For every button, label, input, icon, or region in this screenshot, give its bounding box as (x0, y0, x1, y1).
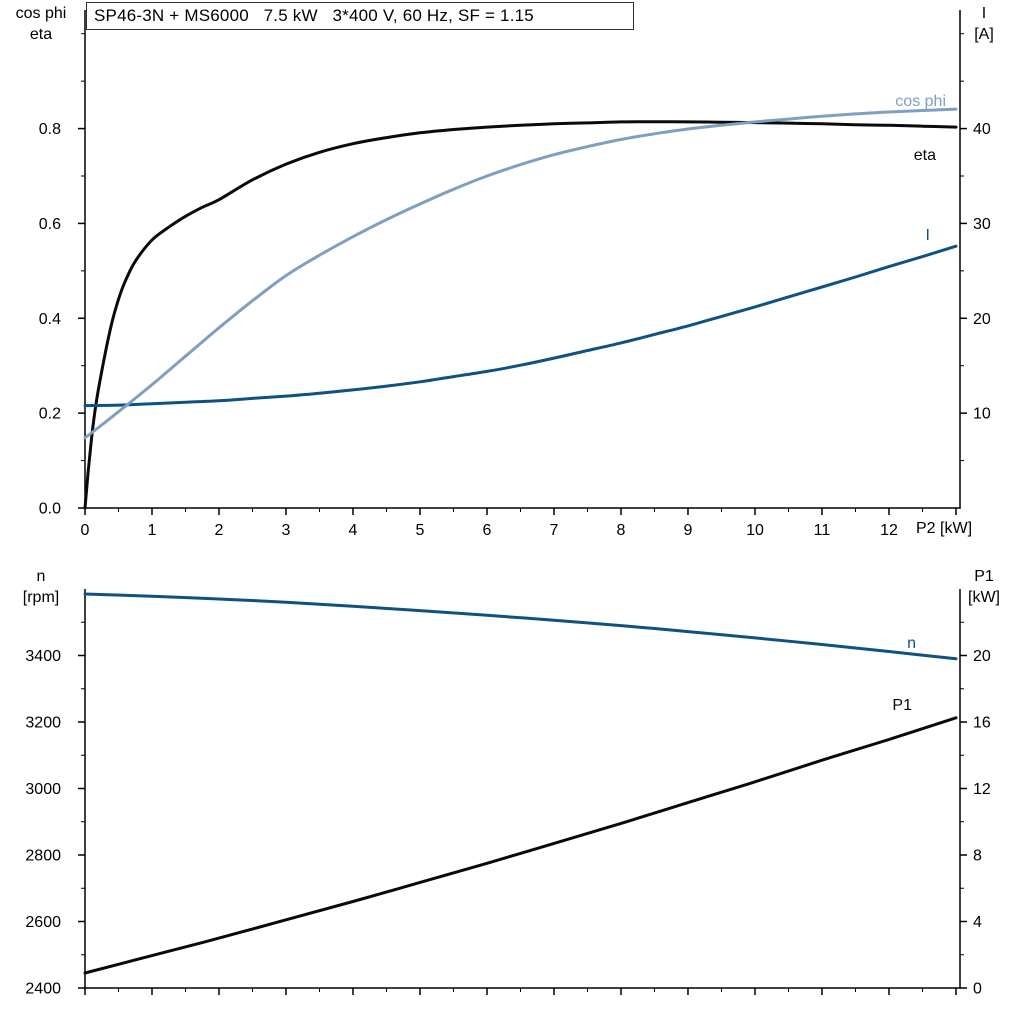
top-right-axis-title-line1: I (981, 5, 987, 22)
left-tick-label: 3200 (25, 715, 61, 732)
bottom-left-axis-title: n [rpm] (0, 566, 82, 608)
right-tick-label: 8 (973, 848, 982, 865)
series-speed-curve (83, 592, 958, 661)
series-p1-curve (83, 716, 958, 975)
bottom-left-axis-title-line1: n (36, 568, 46, 585)
right-tick-label: 20 (973, 648, 991, 665)
right-tick-label: 0 (973, 981, 982, 998)
x-tick-label: 10 (746, 522, 764, 539)
top-right-axis-title: I [A] (957, 3, 1011, 45)
left-tick-label: 0.6 (39, 216, 61, 233)
x-tick-label: 7 (550, 522, 559, 539)
left-tick-label: 3000 (25, 781, 61, 798)
left-tick-label: 2800 (25, 848, 61, 865)
series-cos-phi-curve (83, 107, 958, 440)
left-tick-label: 2600 (25, 914, 61, 931)
left-tick-label: 2400 (25, 981, 61, 998)
chart-panel-speed-power-panel: 2400 2600 2800 3000 3200 3400 0 4 8 12 16 20 n P1 (25, 589, 991, 998)
x-tick-label: 3 (282, 522, 291, 539)
x-axis-label: P2 [kW] (916, 520, 973, 537)
left-tick-label: 0.8 (39, 121, 61, 138)
bottom-right-axis-title: P1 [kW] (957, 566, 1011, 608)
x-tick-label: 4 (349, 522, 358, 539)
x-tick-label: 2 (215, 522, 224, 539)
top-right-axis-title-line2: [A] (974, 26, 994, 43)
left-tick-label: 0.4 (39, 311, 61, 328)
series-current-curve (83, 244, 958, 408)
bottom-right-axis-title-line2: [kW] (968, 589, 1000, 606)
right-tick-label: 40 (973, 121, 991, 138)
chart-panel-electrical-panel: 0 1 2 3 4 5 6 7 8 9 10 11 120.00.20.40.60.810203040e… (39, 10, 991, 539)
bottom-right-axis-title-line1: P1 (974, 568, 994, 585)
right-tick-label: 30 (973, 216, 991, 233)
x-tick-label: 12 (880, 522, 898, 539)
right-tick-label: 20 (973, 311, 991, 328)
left-tick-label: 0.0 (39, 501, 61, 518)
left-tick-label: 3400 (25, 648, 61, 665)
right-tick-label: 16 (973, 715, 991, 732)
series-label-speed: n (907, 635, 916, 652)
right-tick-label: 4 (973, 914, 982, 931)
top-left-axis-title-line2: eta (29, 26, 53, 43)
top-left-axis-title: cos phi eta (0, 3, 82, 45)
series-label-p1: P1 (892, 697, 912, 714)
x-tick-label: 9 (684, 522, 693, 539)
x-tick-label: 0 (81, 522, 90, 539)
right-tick-label: 12 (973, 781, 991, 798)
series-label-eta: eta (914, 147, 936, 164)
left-tick-label: 0.2 (39, 406, 61, 423)
x-tick-label: 8 (617, 522, 626, 539)
top-left-axis-title-line1: cos phi (15, 5, 67, 22)
x-tick-label: 11 (814, 522, 831, 539)
x-tick-label: 1 (148, 522, 157, 539)
x-tick-label: 6 (483, 522, 492, 539)
chart-title-box: SP46-3N + MS6000 7.5 kW 3*400 V, 60 Hz, … (86, 2, 634, 30)
bottom-left-axis-title-line2: [rpm] (22, 589, 60, 606)
x-tick-label: 5 (416, 522, 425, 539)
series-label-cos-phi: cos phi (895, 93, 946, 110)
right-tick-label: 10 (973, 406, 991, 423)
chart-title: SP46-3N + MS6000 7.5 kW 3*400 V, 60 Hz, … (94, 6, 534, 25)
series-label-current: I (926, 227, 930, 244)
series-eta-curve (83, 120, 958, 510)
